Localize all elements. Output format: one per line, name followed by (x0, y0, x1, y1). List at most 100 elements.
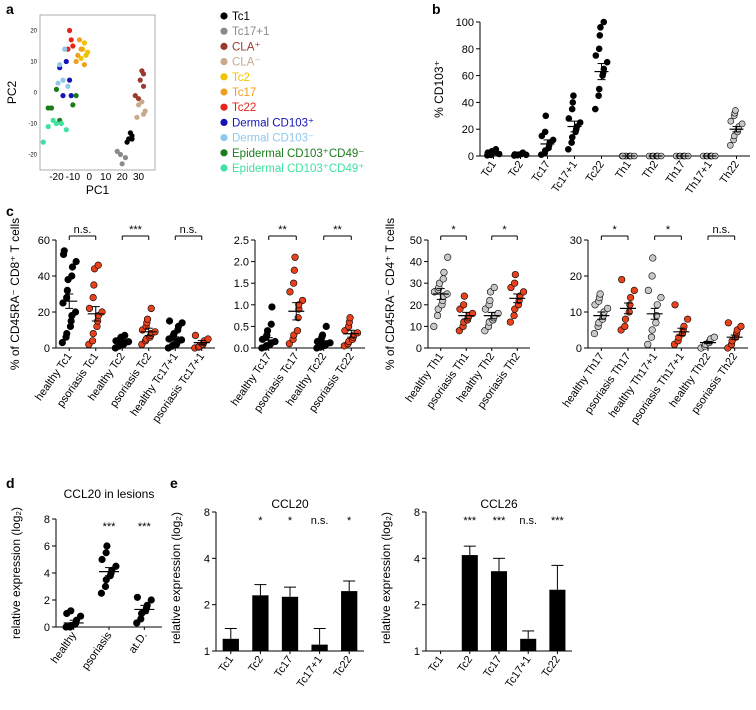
c3-y-axis-label: % of CD45RA⁻ CD4⁺ T cells (383, 218, 397, 370)
c1-point-2 (121, 331, 129, 340)
legend-marker-8 (220, 134, 228, 142)
a-point-4 (81, 40, 87, 46)
c1-point-2 (124, 338, 133, 346)
a-point-8 (65, 83, 71, 89)
b-x-tick-label: Th17+1 (684, 159, 715, 197)
chart-layer: -20 -10 0 10 20 3020100-10-20PC1PC2Tc1Tc17+1C… (5, 11, 750, 690)
a-point-2 (140, 71, 147, 77)
b-point-3 (568, 105, 576, 113)
legend-label-2: CLA⁺ (232, 41, 260, 53)
c3-point-3 (511, 279, 519, 287)
c3-y-tick-label: 20 (410, 300, 422, 312)
b-point-2 (541, 128, 549, 136)
c1-point-4 (178, 319, 186, 327)
c3-point-2 (490, 283, 498, 292)
b-x-tick-label: Tc2 (506, 159, 526, 180)
b-x-tick-label: Tc17+1 (550, 159, 580, 195)
a-point-5 (81, 62, 87, 68)
c1-point-1 (89, 330, 97, 338)
a-point-7 (60, 93, 66, 99)
b-point-4 (595, 45, 603, 53)
e2-x-tick-label: Tc17 (481, 654, 504, 680)
c1-point-5 (191, 331, 200, 340)
b-point-3 (568, 133, 576, 141)
c4-point-2 (649, 254, 657, 262)
e2-sig-label: *** (551, 515, 565, 527)
c1-sig-label: n.s. (180, 224, 198, 236)
a-point-2 (135, 96, 142, 102)
c4-point-1 (625, 308, 633, 316)
b-x-tick-label: Th17 (664, 159, 688, 186)
b-point-4 (591, 105, 599, 113)
c2-point-0 (268, 303, 276, 311)
c1-point-1 (85, 304, 94, 313)
c1-sig-label: n.s. (74, 224, 92, 236)
c3-point-3 (519, 288, 528, 296)
d-point-0 (67, 607, 75, 615)
d-y-tick-label: 0 (44, 622, 50, 634)
c3-y-tick-label: 0 (416, 343, 422, 355)
c1-point-1 (94, 261, 102, 269)
e2-y-tick-label: 8 (414, 507, 420, 519)
b-point-4 (595, 85, 603, 93)
b-x-tick-label: Th22 (718, 159, 742, 186)
panel-label-a: a (6, 1, 14, 17)
b-point-3 (576, 119, 584, 126)
a-point-5 (73, 58, 79, 65)
a-point-3 (142, 108, 148, 114)
b-point-9 (732, 107, 739, 114)
d-y-tick-label: 6 (44, 541, 50, 553)
legend-label-0: Tc1 (232, 11, 250, 23)
b-point-3 (570, 92, 577, 99)
e1-bar-1 (252, 595, 269, 651)
c1-point-4 (165, 317, 174, 325)
c3-point-2 (486, 296, 494, 305)
c3-point-1 (460, 292, 468, 300)
b-point-3 (569, 99, 577, 106)
c3-point-0 (439, 275, 447, 283)
a-point-1 (119, 161, 125, 167)
c1-point-0 (63, 286, 71, 295)
a-point-7 (66, 77, 73, 83)
d-y-tick-label: 8 (44, 514, 50, 526)
e2-sig-label: *** (463, 515, 477, 527)
c4-y-tick-label: 0 (576, 343, 582, 355)
a-point-5 (75, 52, 81, 58)
legend-marker-3 (220, 58, 228, 66)
c3-sig-label: * (451, 224, 456, 236)
e2-bar-1 (461, 555, 478, 651)
b-x-tick-label: Tc1 (479, 159, 499, 180)
a-point-6 (68, 37, 74, 43)
a-point-0 (124, 139, 130, 145)
c4-point-4 (710, 333, 718, 341)
a-point-10 (63, 127, 69, 133)
a-y-tick-label: 0 (34, 91, 38, 97)
legend-label-4: Tc2 (232, 72, 250, 84)
a-point-10 (53, 120, 60, 127)
a-point-3 (139, 99, 145, 105)
c2-point-1 (291, 253, 299, 261)
legend-marker-4 (220, 73, 228, 81)
c1-y-tick-label: 40 (38, 271, 50, 283)
d-x-tick-label: psoriasis (80, 629, 115, 672)
a-point-7 (68, 93, 74, 99)
a-point-5 (76, 37, 83, 43)
c1-point-1 (90, 281, 98, 289)
panel-label-e: e (170, 475, 178, 491)
b-x-tick-label: Tc17 (530, 159, 553, 185)
c3-y-tick-label: 10 (410, 321, 422, 333)
a-x-axis-label: PC1 (86, 183, 110, 197)
legend-label-1: Tc17+1 (232, 26, 269, 38)
b-point-9 (726, 141, 734, 149)
c2-point-0 (263, 327, 272, 335)
a-point-1 (122, 155, 129, 161)
b-y-tick-label: 0 (468, 151, 474, 163)
a-point-4 (78, 55, 84, 62)
a-point-8 (57, 62, 63, 68)
e2-y-tick-label: 4 (414, 553, 420, 565)
c3-point-1 (460, 301, 468, 309)
b-point-9 (738, 120, 746, 128)
b-y-tick-label: 60 (462, 71, 474, 83)
a-y-tick-label: 10 (30, 60, 37, 66)
a-point-9 (73, 93, 79, 99)
